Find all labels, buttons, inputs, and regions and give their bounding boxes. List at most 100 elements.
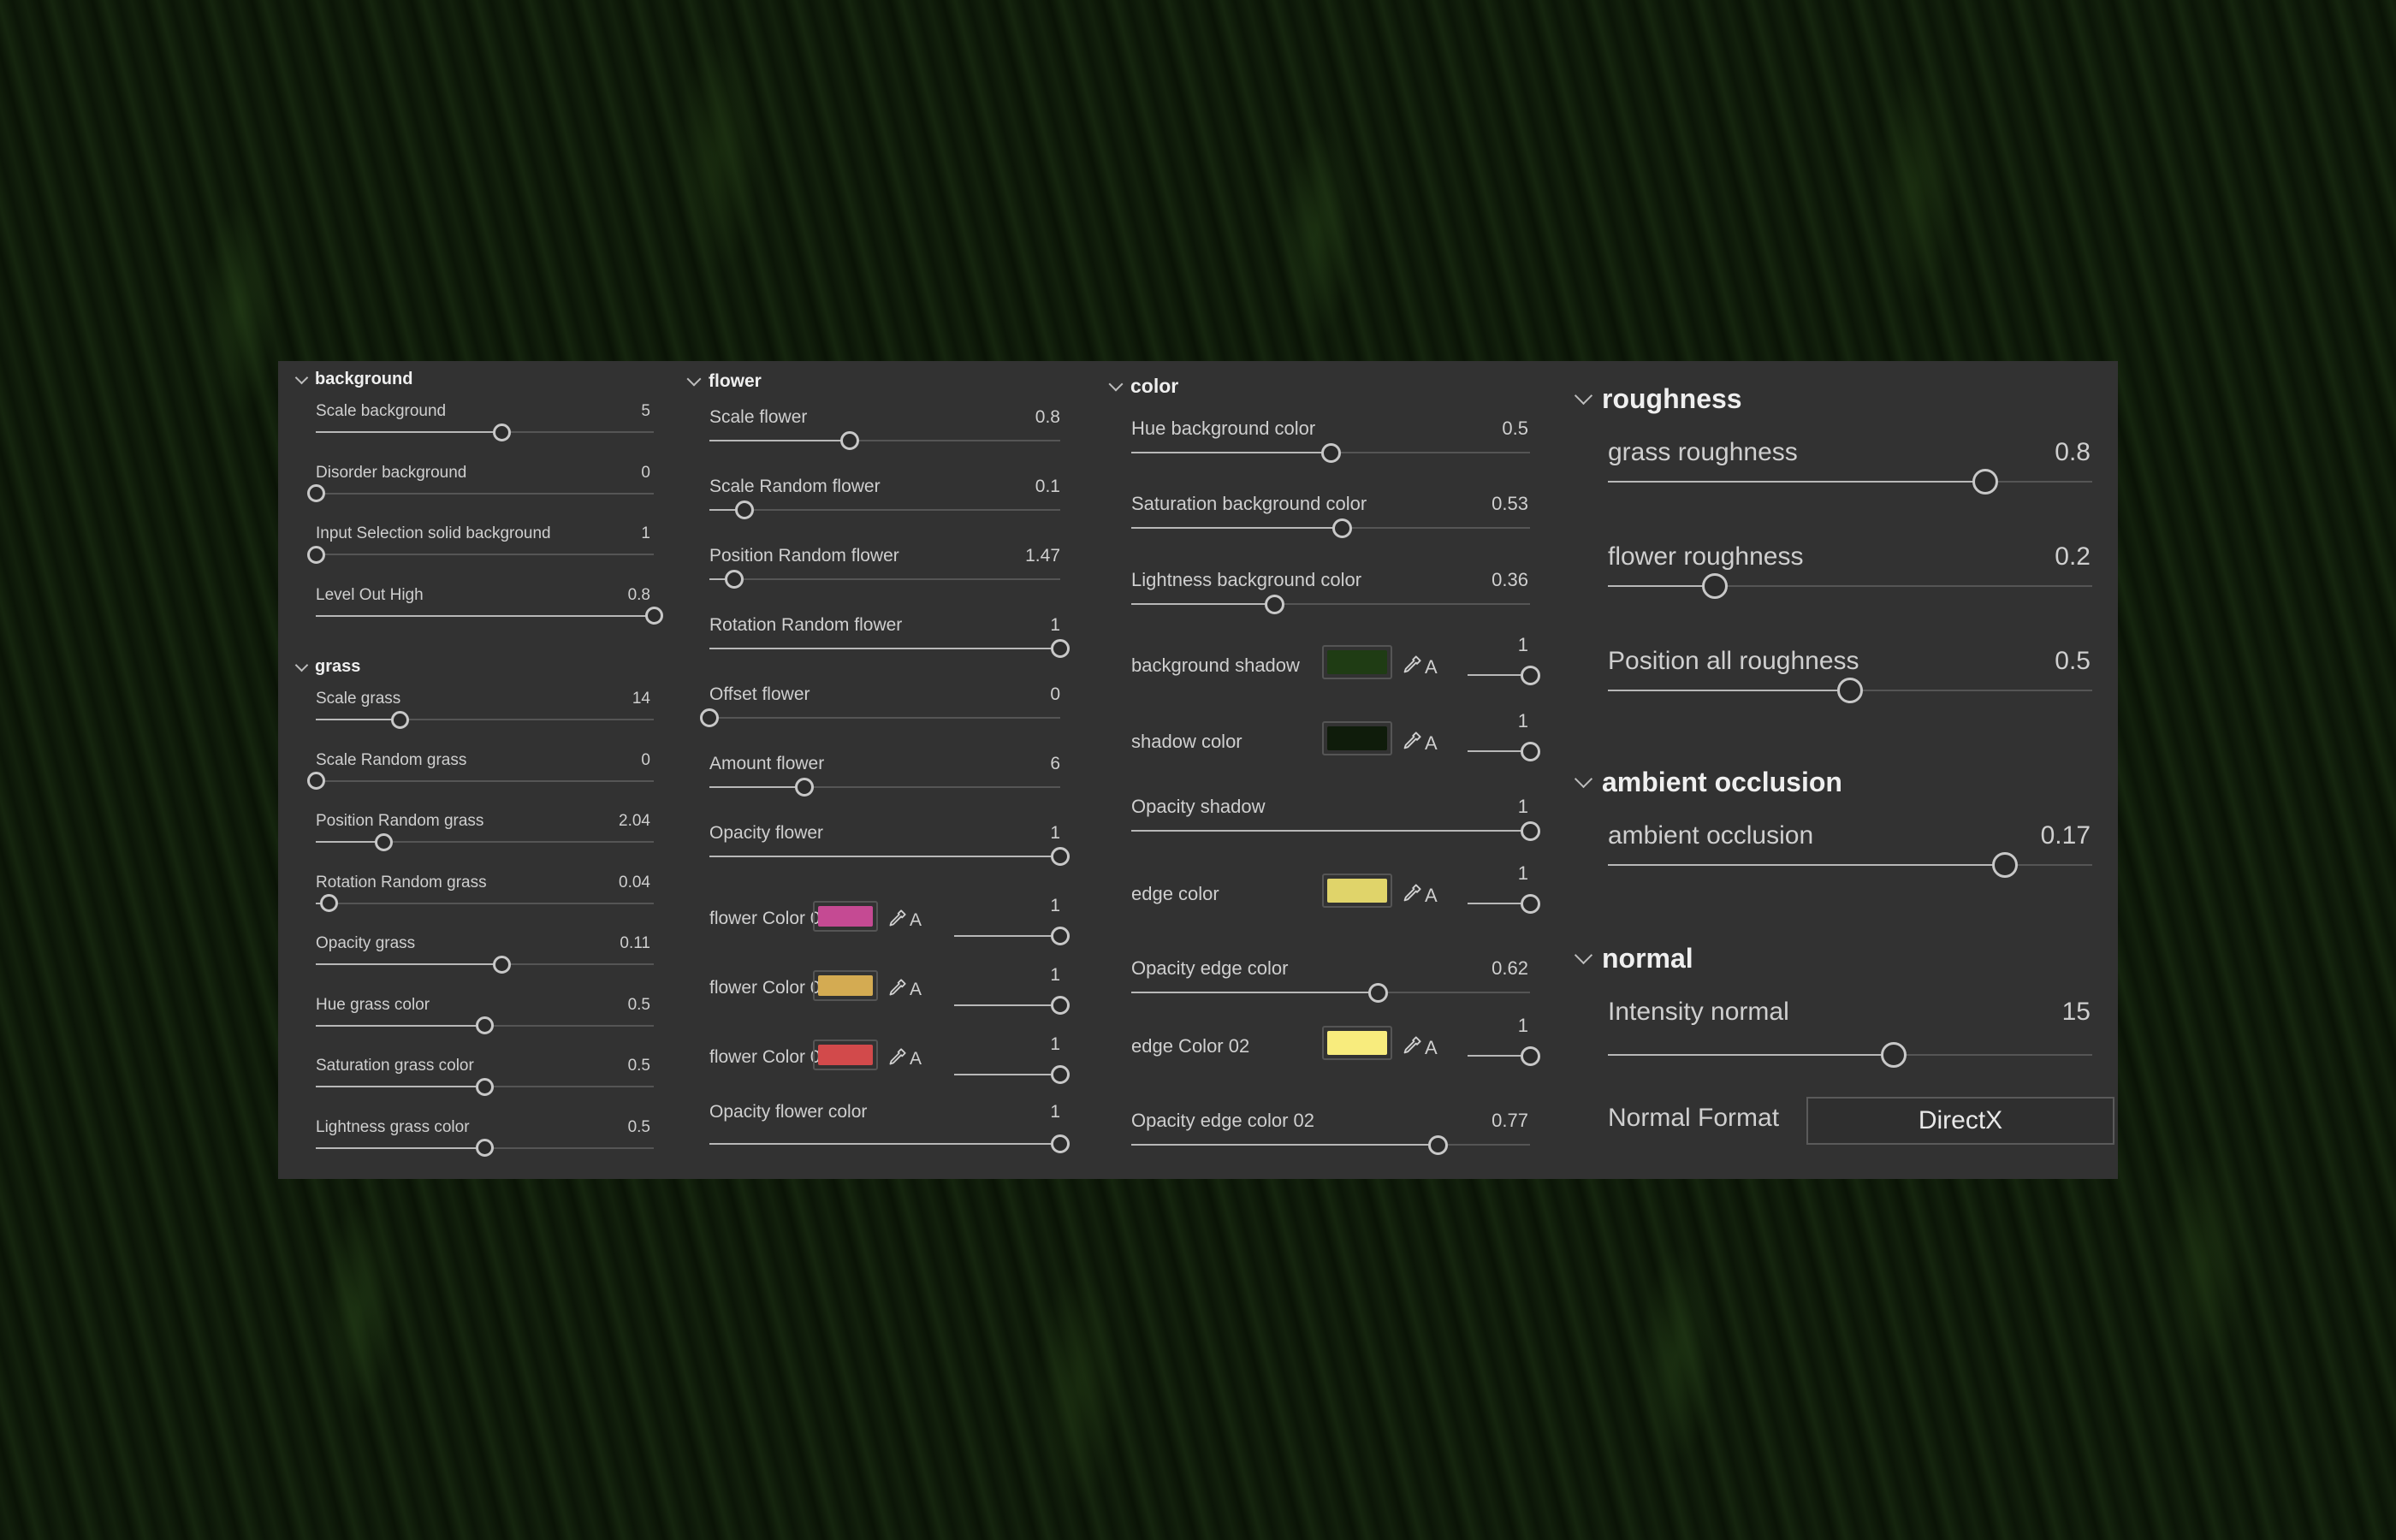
alpha-value[interactable]: 1 bbox=[1050, 1034, 1060, 1054]
slider-track[interactable] bbox=[316, 554, 654, 555]
slider-track[interactable] bbox=[316, 492, 654, 495]
slider-value[interactable]: 0.11 bbox=[620, 934, 650, 952]
slider-thumb[interactable] bbox=[724, 570, 744, 589]
slider-thumb[interactable] bbox=[794, 778, 814, 797]
slider-thumb[interactable] bbox=[391, 710, 410, 729]
slider-track[interactable] bbox=[709, 648, 1060, 649]
normal-format-dropdown[interactable]: DirectX bbox=[1806, 1097, 2114, 1145]
alpha-slider-thumb[interactable] bbox=[1520, 741, 1540, 761]
slider-track[interactable] bbox=[316, 614, 654, 617]
group-header-normal-group-title[interactable]: normal bbox=[1574, 943, 1693, 974]
slider-thumb[interactable] bbox=[700, 708, 719, 727]
slider-value[interactable]: 0.53 bbox=[1492, 493, 1528, 514]
slider-track[interactable] bbox=[1131, 830, 1530, 832]
slider-track[interactable] bbox=[709, 578, 1060, 580]
eyedropper-icon[interactable] bbox=[887, 909, 907, 933]
slider-thumb[interactable] bbox=[1992, 852, 2019, 878]
group-header-flower-group-title[interactable]: flower bbox=[686, 371, 762, 392]
slider-value[interactable]: 0 bbox=[1050, 684, 1060, 704]
slider-thumb[interactable] bbox=[492, 955, 511, 974]
slider-thumb[interactable] bbox=[476, 1139, 494, 1157]
alpha-value[interactable]: 1 bbox=[1517, 710, 1528, 732]
slider-thumb[interactable] bbox=[1880, 1042, 1907, 1068]
slider-thumb[interactable] bbox=[644, 607, 663, 625]
alpha-slider-track[interactable] bbox=[954, 1074, 1060, 1075]
slider-thumb[interactable] bbox=[1051, 639, 1070, 658]
slider-track[interactable] bbox=[1608, 864, 2092, 866]
eyedropper-icon[interactable] bbox=[1402, 731, 1422, 755]
alpha-value[interactable]: 1 bbox=[1517, 634, 1528, 655]
eyedropper-icon[interactable] bbox=[1402, 883, 1422, 908]
alpha-slider-thumb[interactable] bbox=[1520, 893, 1540, 914]
color-swatch[interactable] bbox=[1322, 645, 1392, 679]
alpha-slider-track[interactable] bbox=[1468, 1055, 1530, 1057]
slider-track[interactable] bbox=[709, 1143, 1060, 1145]
slider-value[interactable]: 1 bbox=[1517, 796, 1528, 817]
color-swatch[interactable] bbox=[1322, 721, 1392, 755]
eyedropper-icon[interactable] bbox=[1402, 654, 1422, 679]
slider-thumb[interactable] bbox=[1368, 982, 1389, 1003]
alpha-slider-track[interactable] bbox=[1468, 750, 1530, 752]
slider-value[interactable]: 0 bbox=[641, 750, 650, 769]
alpha-slider-thumb[interactable] bbox=[1520, 1045, 1540, 1066]
slider-value[interactable]: 0.17 bbox=[2040, 821, 2091, 850]
slider-value[interactable]: 0.77 bbox=[1492, 1110, 1528, 1131]
eyedropper-icon[interactable] bbox=[887, 978, 907, 1002]
slider-value[interactable]: 0.62 bbox=[1492, 957, 1528, 979]
color-swatch[interactable] bbox=[813, 969, 878, 1001]
alpha-slider-thumb[interactable] bbox=[1051, 1065, 1070, 1084]
slider-thumb[interactable] bbox=[840, 431, 859, 450]
chevron-down-icon[interactable] bbox=[1574, 945, 1593, 965]
slider-track[interactable] bbox=[316, 963, 654, 965]
slider-value[interactable]: 1 bbox=[641, 524, 650, 542]
slider-track[interactable] bbox=[1131, 603, 1530, 605]
chevron-down-icon[interactable] bbox=[1574, 769, 1593, 789]
slider-thumb[interactable] bbox=[476, 1077, 494, 1096]
alpha-value[interactable]: 1 bbox=[1050, 896, 1060, 915]
slider-thumb[interactable] bbox=[492, 423, 511, 441]
eyedropper-icon[interactable] bbox=[1402, 1035, 1422, 1060]
slider-thumb[interactable] bbox=[1972, 469, 1999, 495]
slider-thumb[interactable] bbox=[1051, 1134, 1070, 1153]
slider-track[interactable] bbox=[709, 440, 1060, 441]
group-header-background-group-title[interactable]: background bbox=[294, 370, 412, 389]
slider-track[interactable] bbox=[1608, 1054, 2092, 1056]
slider-track[interactable] bbox=[709, 856, 1060, 857]
slider-value[interactable]: 1 bbox=[1050, 615, 1060, 635]
slider-track[interactable] bbox=[316, 719, 654, 720]
alpha-slider-thumb[interactable] bbox=[1051, 927, 1070, 945]
slider-track[interactable] bbox=[316, 779, 654, 782]
slider-track[interactable] bbox=[316, 841, 654, 843]
color-swatch[interactable] bbox=[1322, 1026, 1392, 1060]
slider-value[interactable]: 0.5 bbox=[1502, 418, 1528, 439]
slider-value[interactable]: 15 bbox=[2061, 998, 2091, 1026]
alpha-slider-thumb[interactable] bbox=[1051, 996, 1070, 1015]
slider-thumb[interactable] bbox=[1520, 820, 1540, 841]
slider-value[interactable]: 0.8 bbox=[2055, 438, 2091, 466]
slider-value[interactable]: 0.8 bbox=[627, 585, 650, 604]
slider-value[interactable]: 0.5 bbox=[2055, 647, 2091, 675]
slider-thumb[interactable] bbox=[1428, 1134, 1449, 1155]
alpha-slider-thumb[interactable] bbox=[1520, 665, 1540, 685]
slider-track[interactable] bbox=[709, 509, 1060, 511]
chevron-down-icon[interactable] bbox=[1108, 376, 1124, 391]
slider-track[interactable] bbox=[1131, 1144, 1530, 1146]
chevron-down-icon[interactable] bbox=[294, 658, 309, 672]
slider-thumb[interactable] bbox=[306, 772, 325, 790]
slider-thumb[interactable] bbox=[1332, 518, 1353, 538]
slider-thumb[interactable] bbox=[1320, 442, 1341, 463]
eyedropper-icon[interactable] bbox=[887, 1047, 907, 1071]
slider-value[interactable]: 1.47 bbox=[1025, 546, 1060, 566]
slider-value[interactable]: 0.5 bbox=[627, 1117, 650, 1136]
chevron-down-icon[interactable] bbox=[1574, 386, 1593, 406]
alpha-value[interactable]: 1 bbox=[1517, 1015, 1528, 1036]
slider-track[interactable] bbox=[1131, 527, 1530, 529]
slider-value[interactable]: 1 bbox=[1050, 823, 1060, 843]
chevron-down-icon[interactable] bbox=[294, 370, 309, 384]
slider-track[interactable] bbox=[316, 431, 654, 433]
slider-track[interactable] bbox=[1131, 992, 1530, 993]
alpha-value[interactable]: 1 bbox=[1517, 862, 1528, 884]
group-header-ao-group-title[interactable]: ambient occlusion bbox=[1574, 767, 1842, 798]
color-swatch[interactable] bbox=[1322, 874, 1392, 908]
slider-value[interactable]: 0.36 bbox=[1492, 569, 1528, 590]
